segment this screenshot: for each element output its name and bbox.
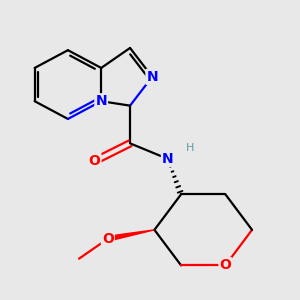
Text: H: H	[186, 143, 194, 153]
Text: N: N	[146, 70, 158, 84]
Polygon shape	[107, 230, 154, 241]
Text: N: N	[162, 152, 174, 166]
Text: O: O	[88, 154, 101, 168]
Text: O: O	[102, 232, 114, 246]
Text: N: N	[95, 94, 107, 108]
Text: O: O	[220, 258, 231, 272]
